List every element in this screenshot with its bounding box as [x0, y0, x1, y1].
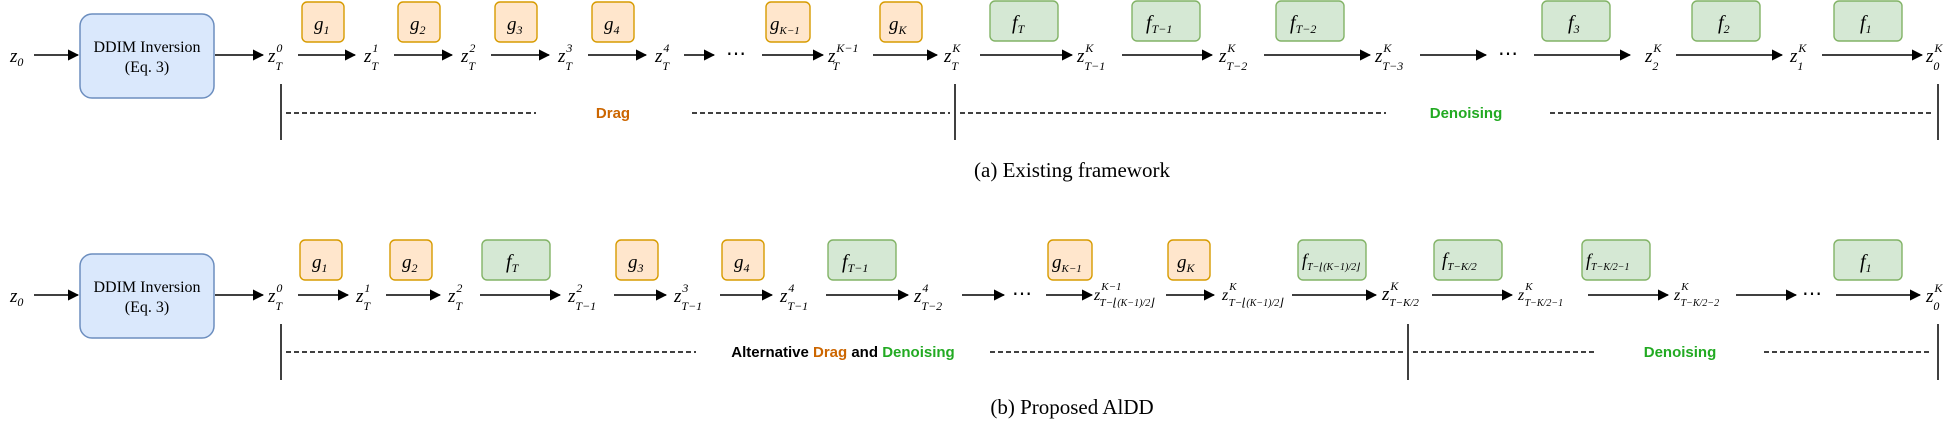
gK-1-box: gK−1: [1047, 239, 1093, 281]
f3-box: f3: [1541, 0, 1611, 42]
gK-box: gK: [1167, 239, 1211, 281]
inversion-label-line2: (Eq. 3): [125, 59, 169, 76]
svg-text:f3: f3: [1568, 12, 1580, 36]
node-z-halfK-1: zK T−K/2−1: [1517, 281, 1563, 309]
ellipsis: ⋯: [1802, 283, 1822, 305]
node-zT-K: zK T: [943, 41, 961, 73]
denoising-label: Denoising: [1430, 105, 1503, 122]
g4-box: g4: [721, 239, 765, 281]
node-zT-1-2: z2 T−1: [567, 281, 596, 313]
fT-box: fT: [989, 0, 1059, 42]
fT-box: fT: [481, 239, 551, 281]
node-zT2: z2 T: [447, 281, 463, 313]
ddim-inversion-box: DDIM Inversion (Eq. 3): [79, 13, 215, 99]
panel-a: z0 DDIM Inversion (Eq. 3) z0 T z1 T z2 T z3…: [9, 0, 1943, 182]
caption-b: (b) Proposed AlDD: [990, 395, 1153, 419]
caption-a: (a) Existing framework: [974, 158, 1170, 182]
node-zT4: z4 T: [654, 41, 670, 73]
g4-box: g4: [591, 1, 635, 43]
drag-label: Drag: [596, 105, 630, 122]
f1-box: f1: [1833, 239, 1903, 281]
f-floor-box: fT−⌊(K−1)/2⌋: [1297, 239, 1367, 281]
node-zT0: z0 T: [267, 41, 283, 73]
ellipsis: ⋯: [726, 43, 746, 65]
node-zT-K-1: zK−1 T: [827, 41, 859, 73]
node-z1-K: zK 1: [1789, 41, 1807, 73]
f-halfK-1-box: fT−K/2−1: [1581, 239, 1651, 281]
node-z2-K: zK 2: [1644, 41, 1662, 73]
node-z-floor-K: zK T−⌊(K−1)/2⌋: [1221, 281, 1284, 309]
f-halfK-box: fT−K/2: [1433, 239, 1503, 281]
inversion-label-line1: DDIM Inversion: [93, 279, 200, 296]
svg-text:f1: f1: [1860, 251, 1872, 275]
f1-box: f1: [1833, 0, 1903, 42]
node-zT2: z2 T: [460, 41, 476, 73]
node-zT-2-4: z4 T−2: [913, 281, 942, 313]
node-zT-1-4: z4 T−1: [779, 281, 808, 313]
g2-box: g2: [397, 1, 441, 43]
node-zT-1-3: z3 T−1: [673, 281, 702, 313]
z0-node: z0: [9, 46, 23, 69]
f2-box: f2: [1691, 0, 1761, 42]
node-zT-2-K: zK T−2: [1218, 41, 1247, 73]
g1-box: g1: [299, 239, 343, 281]
node-zT1: z1 T: [355, 281, 371, 313]
alt-drag-denoise-label: Alternative Drag and Denoising: [731, 344, 954, 361]
svg-text:f2: f2: [1718, 12, 1730, 36]
fT-1-box: fT−1: [1131, 0, 1201, 42]
node-zT-1-K: zK T−1: [1076, 41, 1105, 73]
g2-box: g2: [389, 239, 433, 281]
node-z0-K: zK 0: [1925, 41, 1943, 73]
node-zT1: z1 T: [363, 41, 379, 73]
inversion-label-line2: (Eq. 3): [125, 299, 169, 316]
denoising-label: Denoising: [1644, 344, 1717, 361]
svg-text:f1: f1: [1860, 12, 1872, 36]
ellipsis: ⋯: [1012, 283, 1032, 305]
node-z-halfK-2: zK T−K/2−2: [1673, 281, 1719, 309]
node-zT-3-K: zK T−3: [1374, 41, 1403, 73]
g3-box: g3: [494, 1, 538, 43]
z0-node: z0: [9, 286, 23, 309]
ellipsis: ⋯: [1498, 43, 1518, 65]
g1-box: g1: [301, 1, 345, 43]
node-z-floor-K-1: zK−1 T−⌊(K−1)/2⌋: [1093, 281, 1155, 309]
fT-1-box: fT−1: [827, 239, 897, 281]
node-z0-K: zK 0: [1925, 281, 1943, 313]
gK-box: gK: [879, 1, 923, 43]
panel-b: z0 DDIM Inversion (Eq. 3) z0 T z1 T z2 T z2…: [9, 239, 1943, 419]
fT-2-box: fT−2: [1275, 0, 1345, 42]
inversion-label-line1: DDIM Inversion: [93, 39, 200, 56]
ddim-inversion-box: DDIM Inversion (Eq. 3): [79, 253, 215, 339]
node-zT0: z0 T: [267, 281, 283, 313]
gK-1-box: gK−1: [765, 1, 811, 43]
node-z-halfK: zK T−K/2: [1381, 279, 1419, 309]
node-zT3: z3 T: [557, 41, 573, 73]
g3-box: g3: [615, 239, 659, 281]
